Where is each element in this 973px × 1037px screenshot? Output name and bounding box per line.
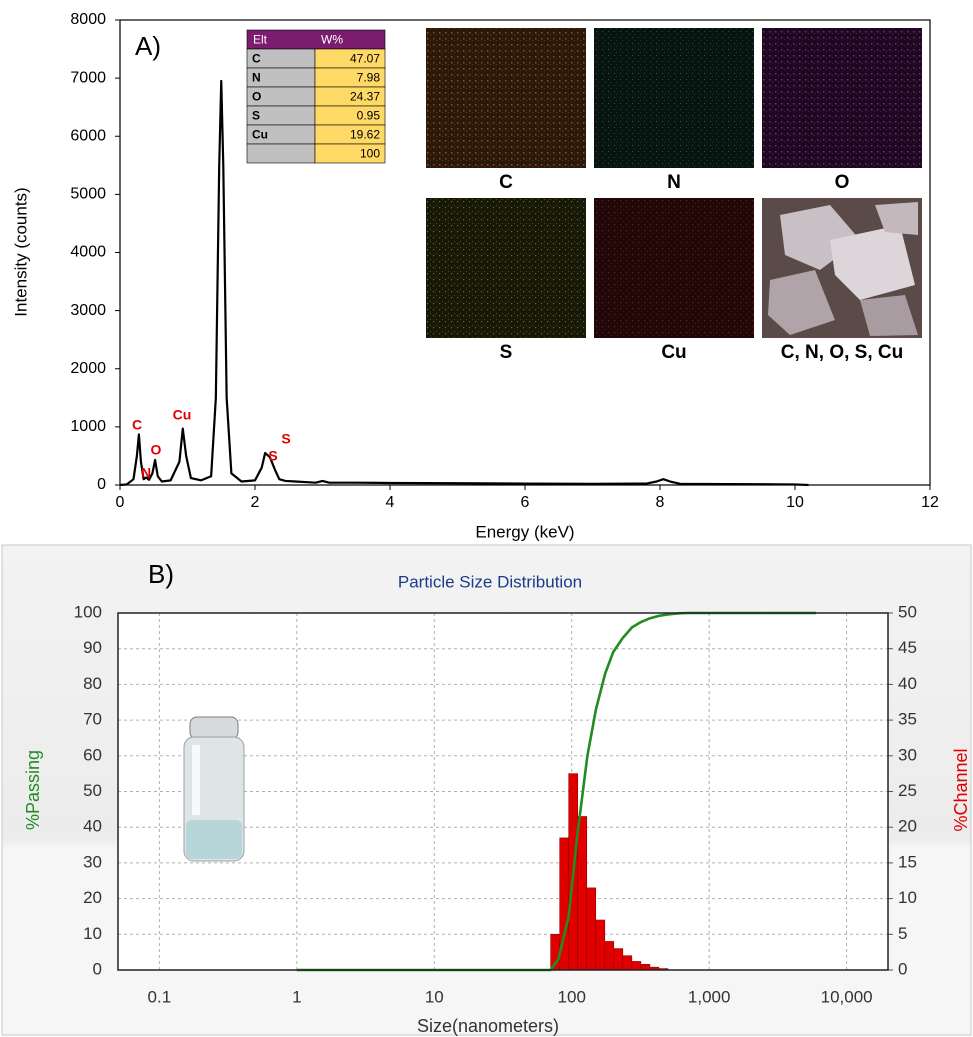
table-total: 100 bbox=[360, 147, 380, 161]
table-value: 47.07 bbox=[350, 52, 380, 66]
x-tick-label: 12 bbox=[921, 494, 939, 511]
y-tick-label: 0 bbox=[97, 476, 106, 493]
map-label: C bbox=[499, 172, 513, 193]
y-tick-label: 7000 bbox=[70, 69, 106, 86]
table-value: 24.37 bbox=[350, 90, 380, 104]
map-label: S bbox=[500, 342, 513, 363]
map-label: Cu bbox=[661, 342, 686, 363]
map-c bbox=[426, 28, 586, 168]
y2-tick-label: 15 bbox=[898, 852, 917, 871]
map-combined bbox=[762, 198, 922, 338]
y-tick-label: 100 bbox=[74, 602, 102, 621]
map-n bbox=[594, 28, 754, 168]
table-header: Elt bbox=[253, 33, 268, 47]
y-tick-label: 80 bbox=[83, 674, 102, 693]
x-tick-label: 6 bbox=[521, 494, 530, 511]
x-tick-label: 10,000 bbox=[821, 987, 873, 1006]
map-label: N bbox=[667, 172, 681, 193]
y-tick-label: 2000 bbox=[70, 360, 106, 377]
histogram-bar bbox=[586, 887, 597, 971]
histogram-bar bbox=[622, 955, 633, 971]
table-element: Cu bbox=[252, 128, 268, 142]
table-value: 0.95 bbox=[357, 109, 381, 123]
table-element: O bbox=[252, 90, 261, 104]
y2-tick-label: 0 bbox=[898, 959, 907, 978]
y-tick-label: 5000 bbox=[70, 186, 106, 203]
table-value: 7.98 bbox=[357, 71, 381, 85]
map-s bbox=[426, 198, 586, 338]
y2-axis-label: %Channel bbox=[951, 748, 971, 831]
spectrum-line bbox=[119, 79, 809, 487]
y-tick-label: 0 bbox=[93, 959, 102, 978]
y-tick-label: 3000 bbox=[70, 302, 106, 319]
panel-label: B) bbox=[148, 559, 174, 589]
x-tick-label: 1 bbox=[292, 987, 301, 1006]
x-tick-label: 4 bbox=[386, 494, 395, 511]
y-tick-label: 20 bbox=[83, 888, 102, 907]
y-tick-label: 1000 bbox=[70, 418, 106, 435]
x-tick-label: 100 bbox=[558, 987, 586, 1006]
y-tick-label: 90 bbox=[83, 638, 102, 657]
table-header-bg bbox=[246, 29, 386, 50]
y2-tick-label: 40 bbox=[898, 674, 917, 693]
y-tick-label: 60 bbox=[83, 745, 102, 764]
peak-label: S bbox=[268, 448, 277, 464]
y2-tick-label: 45 bbox=[898, 638, 917, 657]
peak-label: O bbox=[151, 442, 162, 458]
table-element: N bbox=[252, 71, 261, 85]
x-tick-label: 8 bbox=[656, 494, 665, 511]
x-tick-label: 0 bbox=[116, 494, 125, 511]
map-o bbox=[762, 28, 922, 168]
peak-label: Cu bbox=[173, 407, 192, 423]
peak-label: N bbox=[141, 465, 151, 481]
y-tick-label: 4000 bbox=[70, 244, 106, 261]
peak-label: S bbox=[281, 431, 290, 447]
x-axis-label: Energy (keV) bbox=[475, 522, 574, 541]
y-axis-label: Intensity (counts) bbox=[11, 187, 30, 316]
y-tick-label: 6000 bbox=[70, 127, 106, 144]
x-tick-label: 10 bbox=[786, 494, 804, 511]
histogram-bar bbox=[595, 919, 606, 971]
x-tick-label: 0.1 bbox=[148, 987, 172, 1006]
table-header: W% bbox=[321, 33, 343, 47]
y2-tick-label: 20 bbox=[898, 817, 917, 836]
histogram-bar bbox=[577, 816, 588, 971]
y-tick-label: 70 bbox=[83, 710, 102, 729]
x-tick-label: 1,000 bbox=[688, 987, 731, 1006]
map-label: C, N, O, S, Cu bbox=[781, 342, 903, 363]
table-element: S bbox=[252, 109, 260, 123]
y-tick-label: 40 bbox=[83, 817, 102, 836]
histogram-bar bbox=[604, 941, 615, 971]
table-cell bbox=[246, 143, 316, 164]
y2-tick-label: 10 bbox=[898, 888, 917, 907]
table-element: C bbox=[252, 52, 261, 66]
y-tick-label: 8000 bbox=[70, 11, 106, 28]
passing-line bbox=[296, 611, 817, 972]
histogram-bar bbox=[640, 963, 651, 971]
table-value: 19.62 bbox=[350, 128, 380, 142]
y2-tick-label: 5 bbox=[898, 924, 907, 943]
chart-title: Particle Size Distribution bbox=[398, 572, 582, 591]
y-tick-label: 30 bbox=[83, 852, 102, 871]
y-tick-label: 10 bbox=[83, 924, 102, 943]
x-tick-label: 10 bbox=[425, 987, 444, 1006]
plot-frame bbox=[117, 612, 889, 971]
y2-tick-label: 30 bbox=[898, 745, 917, 764]
y2-tick-label: 35 bbox=[898, 710, 917, 729]
y-tick-label: 50 bbox=[83, 781, 102, 800]
x-tick-label: 2 bbox=[251, 494, 260, 511]
vial-photo bbox=[183, 716, 245, 862]
y2-tick-label: 50 bbox=[898, 602, 917, 621]
panel-label: A) bbox=[135, 31, 161, 61]
x-axis-label: Size(nanometers) bbox=[417, 1016, 559, 1036]
map-cu bbox=[594, 198, 754, 338]
table-cell bbox=[314, 143, 386, 164]
histogram-bar bbox=[613, 948, 624, 971]
y2-tick-label: 25 bbox=[898, 781, 917, 800]
y-axis-label: %Passing bbox=[23, 750, 43, 830]
histogram-bar bbox=[631, 961, 642, 971]
peak-label: C bbox=[132, 417, 142, 433]
map-label: O bbox=[835, 172, 850, 193]
